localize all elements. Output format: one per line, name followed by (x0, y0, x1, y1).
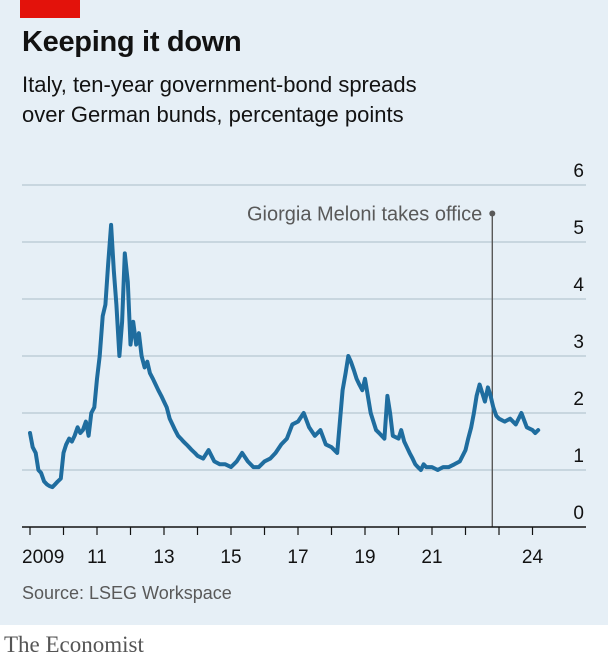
x-tick-label: 11 (87, 547, 107, 568)
x-tick-label: 13 (153, 547, 174, 568)
series-line (28, 222, 541, 490)
series-group (28, 222, 541, 490)
x-tick-label: 19 (354, 547, 375, 568)
chart-subtitle-line: Italy, ten-year government-bond spreads (22, 72, 417, 97)
annotation-dot (489, 210, 496, 217)
y-tick-label: 4 (573, 275, 584, 296)
chart-title: Keeping it down (22, 26, 242, 58)
line-chart: 0 1 2 3 4 5 6 Giorgia Meloni takes office 2009… (22, 161, 586, 568)
x-tick-label: 17 (287, 547, 308, 568)
source-note: Source: LSEG Workspace (22, 583, 232, 603)
brand-tag (20, 0, 80, 18)
x-tick-label: 15 (220, 547, 241, 568)
y-tick-label: 6 (573, 161, 584, 182)
y-tick-label: 1 (573, 446, 584, 467)
y-axis-ticks: 0 1 2 3 4 5 6 (573, 161, 584, 524)
x-tick-label: 2009 (22, 547, 64, 568)
x-tick-label: 21 (421, 547, 442, 568)
chart-subtitle-line: over German bunds, percentage points (22, 102, 404, 127)
chart-panel (0, 0, 608, 625)
annotation-label: Giorgia Meloni takes office (247, 204, 482, 226)
y-tick-label: 3 (573, 332, 584, 353)
x-tick-label: 24 (522, 547, 544, 568)
x-axis: 2009 11 13 15 17 19 21 24 (22, 526, 586, 568)
annotation-group: Giorgia Meloni takes office (247, 204, 496, 527)
chart-subtitle: Italy, ten-year government-bond spreads … (22, 70, 417, 130)
y-tick-label: 0 (573, 503, 584, 524)
y-tick-label: 2 (573, 389, 584, 410)
publisher-logo: The Economist (4, 632, 144, 657)
y-tick-label: 5 (573, 218, 584, 239)
gridlines (22, 184, 586, 471)
